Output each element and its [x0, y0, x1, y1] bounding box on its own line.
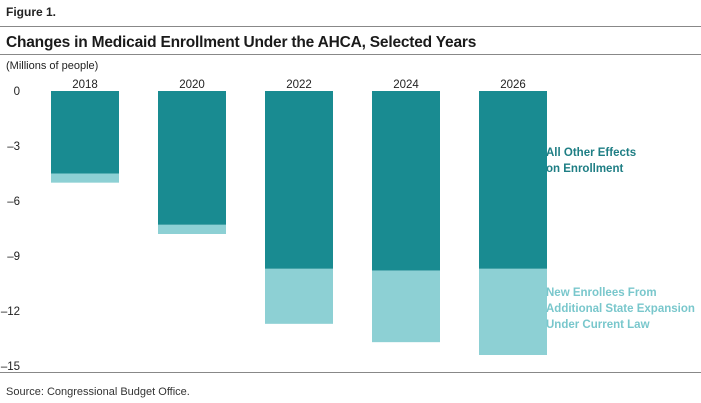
- title-rule: [0, 54, 701, 55]
- y-tick-label: –3: [7, 141, 20, 153]
- bar-other-effects: [372, 91, 440, 271]
- bottom-rule: [0, 372, 701, 373]
- bar-other-effects: [479, 91, 547, 269]
- top-rule: [0, 26, 701, 27]
- bar-new-enrollees: [51, 173, 119, 183]
- legend-light-line-1: New Enrollees From: [546, 287, 657, 299]
- bar-new-enrollees: [158, 224, 226, 234]
- category-label: 2018: [72, 79, 98, 91]
- legend-light: New Enrollees From Additional State Expa…: [546, 285, 696, 333]
- legend-dark-line-1: All Other Effects: [546, 147, 637, 159]
- y-tick-label: –9: [7, 251, 20, 263]
- category-label: 2024: [393, 79, 419, 91]
- y-tick-label: 0: [14, 86, 20, 98]
- y-axis-ticks: 0 –3 –6 –9 –12 –15: [1, 86, 20, 373]
- category-label: 2026: [500, 79, 526, 91]
- bars: [51, 91, 547, 355]
- source-note: Source: Congressional Budget Office.: [6, 386, 190, 398]
- y-tick-label: –15: [1, 361, 20, 373]
- bar-new-enrollees: [479, 268, 547, 355]
- bar-other-effects: [51, 91, 119, 174]
- bar-new-enrollees: [265, 268, 333, 324]
- y-tick-label: –12: [1, 306, 20, 318]
- figure-label: Figure 1.: [6, 5, 57, 19]
- legend-light-line-2: Additional State Expansion: [546, 303, 695, 315]
- y-tick-label: –6: [7, 196, 20, 208]
- bar-other-effects: [265, 91, 333, 269]
- legend-light-line-3: Under Current Law: [546, 319, 650, 331]
- legend-dark-line-2: on Enrollment: [546, 163, 624, 175]
- bar-other-effects: [158, 91, 226, 225]
- category-labels: 2018 2020 2022 2024 2026: [72, 79, 526, 91]
- legend-dark: All Other Effects on Enrollment: [546, 145, 696, 177]
- category-label: 2022: [286, 79, 312, 91]
- bar-new-enrollees: [372, 270, 440, 343]
- category-label: 2020: [179, 79, 205, 91]
- chart-title: Changes in Medicaid Enrollment Under the…: [6, 34, 477, 51]
- unit-label: (Millions of people): [6, 60, 99, 72]
